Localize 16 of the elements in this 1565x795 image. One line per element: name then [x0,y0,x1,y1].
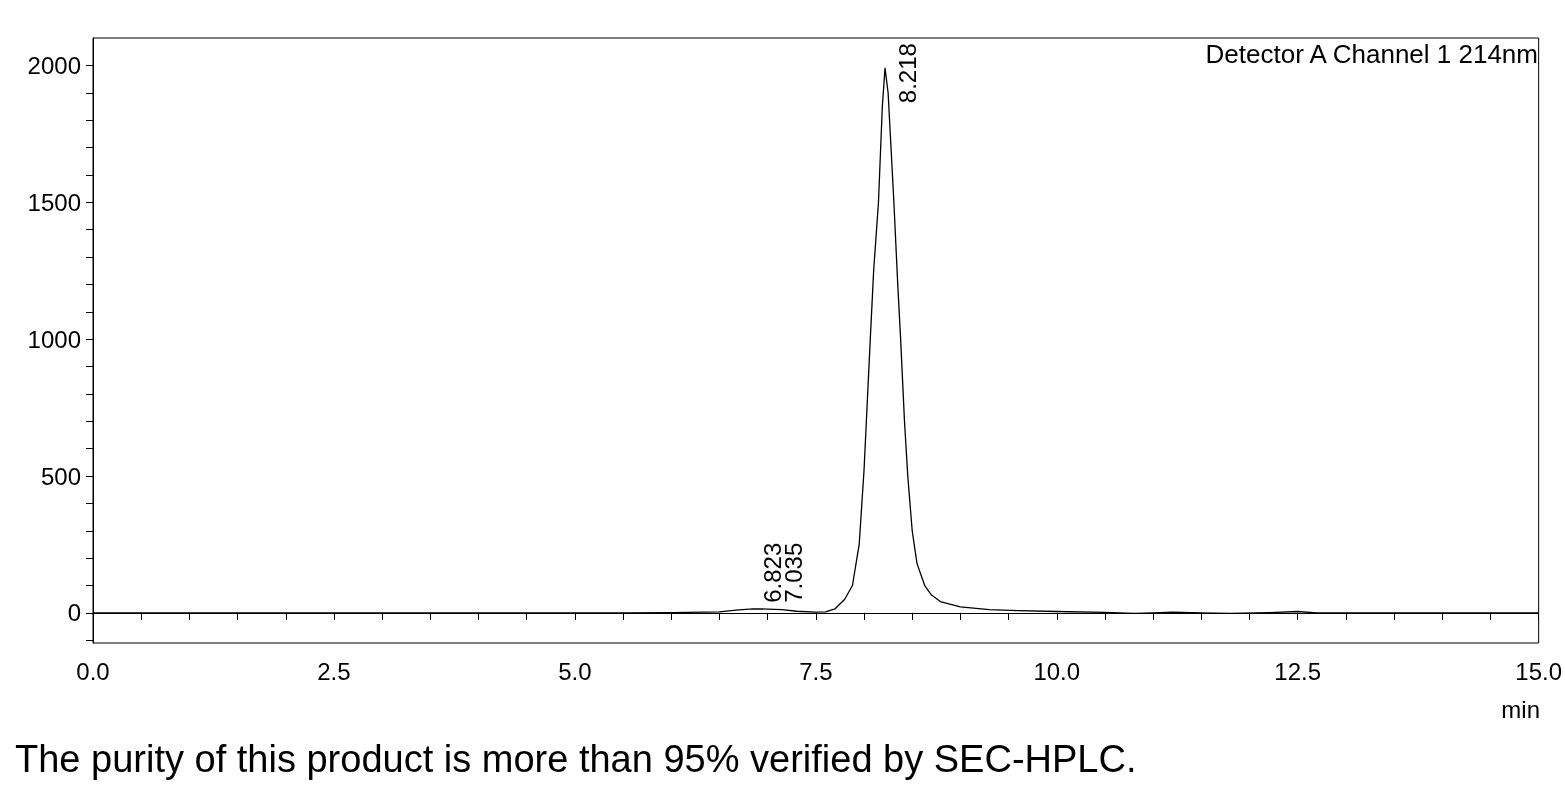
text: The purity of this product is more than 95% verified by SEC-HPLC. [15,738,1137,780]
y-tick-label: 1000 [27,325,81,353]
y-tick-label: 0 [67,599,81,627]
x-tick-label: 7.5 [799,657,833,685]
x-tick-label: 15.0 [1515,657,1562,685]
x-tick-label: 10.0 [1033,657,1081,685]
annotation: 8.218 [893,43,921,104]
y-tick-label: 2000 [27,51,81,79]
y-tick-label: 500 [40,462,81,490]
x-tick-label: 12.5 [1274,657,1322,685]
x-tick-label: 5.0 [558,657,592,685]
x-tick-label: 2.5 [317,657,351,685]
y-tick-label: 1500 [27,188,81,216]
x-axis-title: min [1501,695,1540,723]
annotation: Detector A Channel 1 214nm [1205,39,1538,69]
x-tick-label: 0.0 [76,657,110,685]
